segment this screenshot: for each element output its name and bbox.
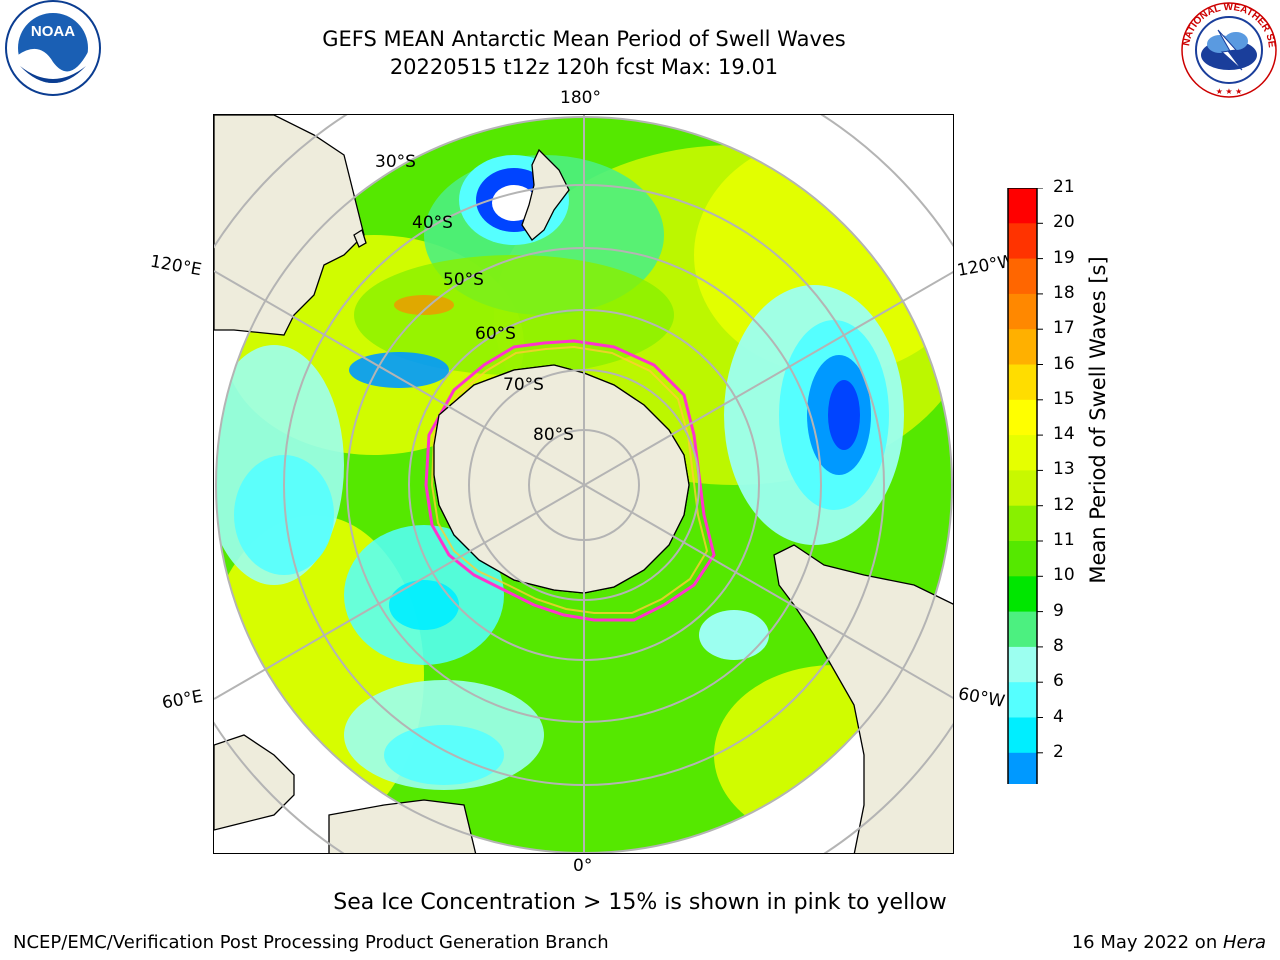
- colorbar-tick-label: 14: [1053, 424, 1075, 445]
- map-title: GEFS MEAN Antarctic Mean Period of Swell…: [322, 27, 846, 51]
- nws-logo-icon: NATIONAL WEATHER SERVICE ★ ★ ★: [1178, 0, 1277, 98]
- colorbar-label: Mean Period of Swell Waves [s]: [1086, 256, 1110, 584]
- colorbar-tick-label: 8: [1053, 635, 1064, 656]
- lat-label-30s: 30°S: [375, 152, 416, 172]
- lat-label-50s: 50°S: [443, 270, 484, 290]
- footer-date-text: 16 May 2022 on: [1071, 932, 1223, 953]
- colorbar-segment: [1008, 752, 1037, 784]
- graticule: [214, 115, 953, 853]
- lon-label-60e: 60°E: [160, 686, 205, 714]
- colorbar-segment: [1008, 435, 1037, 471]
- colorbar-tick-label: 11: [1053, 530, 1075, 550]
- lon-label-120e: 120°E: [148, 251, 204, 281]
- colorbar-segment: [1008, 717, 1037, 754]
- colorbar-segment: [1008, 188, 1037, 224]
- colorbar-segment: [1008, 223, 1037, 260]
- colorbar-segment: [1008, 399, 1037, 436]
- lat-label-60s: 60°S: [475, 324, 516, 344]
- colorbar-tick-label: 9: [1053, 600, 1064, 621]
- sea-ice: [424, 339, 716, 622]
- lat-label-40s: 40°S: [412, 213, 453, 233]
- colorbar-segment: [1008, 682, 1037, 718]
- colorbar-tick-label: 16: [1053, 353, 1075, 374]
- svg-text:★ ★ ★: ★ ★ ★: [1216, 87, 1243, 96]
- colorbar-tick-label: 2: [1053, 741, 1064, 762]
- lon-label-0: 0°: [573, 856, 593, 876]
- map-subtitle: 20220515 t12z 120h fcst Max: 19.01: [389, 55, 779, 79]
- colorbar-segment: [1008, 611, 1037, 648]
- polar-map-canvas: [214, 115, 953, 853]
- colorbar-tick-label: 17: [1053, 318, 1075, 339]
- colorbar-tick-label: 13: [1053, 459, 1075, 480]
- polar-map: [213, 114, 954, 854]
- colorbar-tick-label: 10: [1053, 565, 1075, 586]
- noaa-logo-text: NOAA: [31, 23, 75, 40]
- colorbar-segment: [1008, 541, 1037, 577]
- colorbar: [1007, 188, 1043, 784]
- colorbar-tick-label: 12: [1053, 494, 1075, 515]
- colorbar-tick-label: 20: [1053, 212, 1075, 233]
- colorbar-tick-label: 18: [1053, 282, 1075, 303]
- colorbar-tick-label: 21: [1053, 177, 1075, 197]
- colorbar-segment: [1008, 258, 1037, 295]
- colorbar-tick-label: 15: [1053, 388, 1075, 409]
- colorbar-segment: [1008, 293, 1037, 330]
- noaa-logo-icon: NOAA: [5, 0, 101, 96]
- footer-credit: NCEP/EMC/Verification Post Processing Pr…: [13, 932, 609, 953]
- colorbar-segment: [1008, 646, 1037, 683]
- colorbar-segment: [1008, 505, 1037, 542]
- colorbar-tick-label: 6: [1053, 671, 1064, 692]
- lon-label-180: 180°: [560, 88, 601, 108]
- colorbar-segment: [1008, 364, 1037, 401]
- sea-ice-note: Sea Ice Concentration > 15% is shown in …: [333, 890, 947, 915]
- colorbar-tick-label: 4: [1053, 706, 1064, 727]
- colorbar-segment: [1008, 329, 1037, 365]
- lon-label-60w: 60°W: [956, 684, 1007, 712]
- colorbar-tick-label: 19: [1053, 247, 1075, 268]
- lat-label-80s: 80°S: [533, 425, 574, 445]
- lat-label-70s: 70°S: [503, 375, 544, 395]
- colorbar-segment: [1008, 470, 1037, 507]
- colorbar-segment: [1008, 576, 1037, 613]
- footer-date: 16 May 2022 on Hera: [1072, 932, 1266, 953]
- footer-machine: Hera: [1222, 932, 1266, 953]
